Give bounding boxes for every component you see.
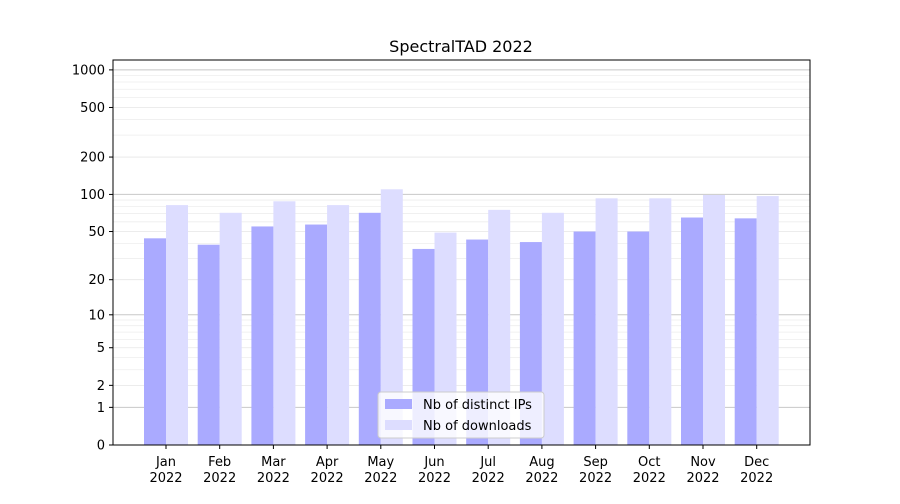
x-tick-label-line: 2022 [579, 471, 612, 486]
x-tick-label-line: 2022 [472, 471, 505, 486]
bar-downloads [541, 212, 564, 445]
x-tick-label-line: 2022 [364, 471, 397, 486]
bar-distinct-ips [627, 231, 650, 445]
x-tick-label: Aug 2022 [525, 455, 558, 486]
x-tick-label-line: Jan [155, 455, 176, 470]
x-tick-label: Mar 2022 [257, 455, 290, 486]
x-tick-label: Feb 2022 [203, 455, 236, 486]
y-tick-label: 1000 [72, 63, 105, 78]
bar-downloads [327, 205, 350, 445]
bar-downloads [380, 189, 403, 445]
bar-distinct-ips [734, 218, 757, 445]
x-tick-label-line: Nov [690, 455, 716, 470]
x-tick-label: Oct 2022 [633, 455, 666, 486]
bar-downloads [219, 212, 242, 445]
legend-swatch [385, 420, 412, 430]
y-tick-label: 1 [97, 401, 105, 416]
y-tick-label: 100 [80, 188, 105, 203]
x-tick-label-line: Oct [638, 455, 660, 470]
x-tick-label-line: 2022 [633, 471, 666, 486]
x-tick-label-line: Dec [744, 455, 769, 470]
x-tick-label-line: Mar [261, 455, 286, 470]
x-tick-label-line: May [367, 455, 394, 470]
bar-downloads [488, 209, 511, 445]
x-tick-label-line: 2022 [740, 471, 773, 486]
bar-downloads [166, 205, 188, 445]
y-tick-label: 50 [88, 225, 105, 240]
y-tick-label: 10 [88, 308, 105, 323]
x-tick-label: May 2022 [364, 455, 397, 486]
y-tick-label: 200 [80, 151, 105, 166]
legend-label: Nb of downloads [423, 419, 532, 434]
x-tick-label-line: 2022 [203, 471, 236, 486]
x-tick-label: Apr 2022 [311, 455, 344, 486]
bar-distinct-ips [144, 238, 166, 445]
legend: Nb of distinct IPs Nb of downloads [377, 391, 545, 439]
chart-title: SpectralTAD 2022 [389, 37, 533, 56]
x-tick-label: Jul 2022 [472, 455, 505, 486]
x-tick-label-line: Jul [479, 455, 496, 470]
bar-distinct-ips [305, 224, 328, 445]
y-axis: 0 1 2 5 10 20 50 100 200 500 1000 [72, 63, 113, 454]
legend-box [377, 391, 545, 439]
bar-downloads [756, 196, 779, 445]
x-tick-label-line: 2022 [149, 471, 182, 486]
x-tick-label: Jun 2022 [418, 455, 451, 486]
x-tick-label-line: 2022 [257, 471, 290, 486]
bar-downloads [703, 194, 725, 445]
x-tick-label-line: Jun [423, 455, 444, 470]
y-tick-label: 2 [97, 379, 105, 394]
x-tick-label-line: 2022 [418, 471, 451, 486]
bar-distinct-ips [573, 231, 596, 445]
bar-distinct-ips [251, 226, 274, 445]
y-tick-label: 500 [80, 101, 105, 116]
bar-distinct-ips [197, 244, 220, 445]
plot-frame [112, 59, 811, 446]
bar-downloads [273, 201, 296, 445]
legend-label: Nb of distinct IPs [423, 398, 532, 413]
x-tick-label-line: Feb [208, 455, 231, 470]
y-tick-label: 5 [97, 341, 105, 356]
bar-distinct-ips [681, 217, 703, 445]
x-tick-label-line: 2022 [686, 471, 719, 486]
x-tick-label-line: Aug [529, 455, 554, 470]
x-tick-label-line: Apr [316, 455, 339, 470]
x-tick-label: Sep 2022 [579, 455, 612, 486]
x-tick-label-line: 2022 [525, 471, 558, 486]
bar-downloads [595, 198, 618, 445]
x-tick-label: Dec 2022 [740, 455, 773, 486]
bar-distinct-ips [358, 212, 381, 445]
legend-swatch [385, 399, 412, 409]
x-tick-label: Jan 2022 [149, 455, 182, 486]
bar-downloads [649, 198, 672, 445]
x-tick-label: Nov 2022 [686, 455, 719, 486]
y-tick-label: 0 [97, 439, 105, 454]
x-tick-label-line: 2022 [311, 471, 344, 486]
x-tick-label-line: Sep [583, 455, 608, 470]
y-tick-label: 20 [88, 273, 105, 288]
